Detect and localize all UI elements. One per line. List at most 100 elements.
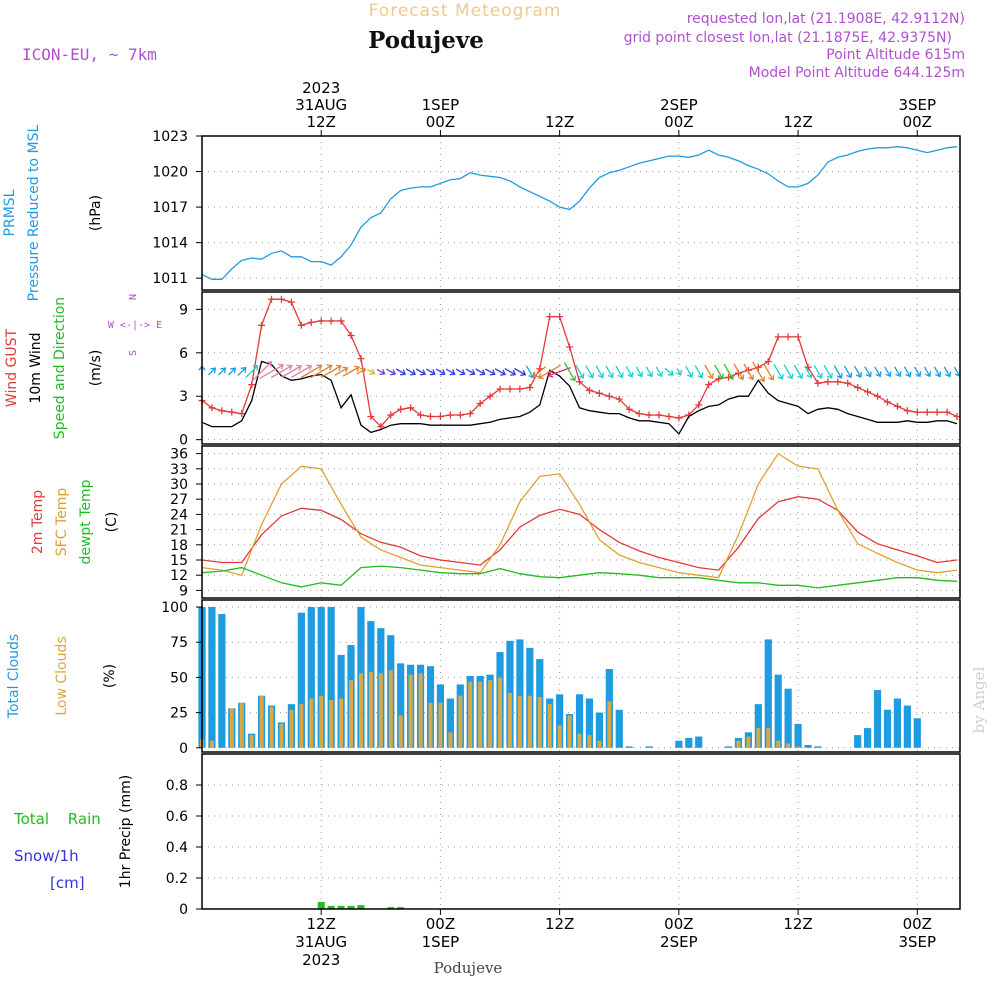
bar-total-clouds [864, 728, 872, 748]
header-location: Podujeve [368, 27, 484, 54]
bar-low-clouds [378, 673, 383, 748]
bar-low-clouds [329, 699, 334, 748]
y-tick-label: 0 [179, 433, 188, 449]
bar-total-clouds [794, 723, 802, 748]
time-label-bottom: 2SEP [660, 933, 698, 951]
gust-marker [268, 295, 276, 303]
gust-marker [675, 414, 683, 422]
wind-arrow [547, 366, 571, 378]
compass-we: W <-|-> E [108, 320, 162, 331]
wind-arrow [874, 366, 882, 378]
wind-arrow [525, 365, 535, 379]
bar-low-clouds [368, 671, 373, 748]
bar-rain [337, 905, 345, 909]
bar-total-clouds [208, 607, 216, 748]
bar-total-clouds [615, 709, 623, 748]
bar-total-clouds [307, 607, 315, 748]
gust-marker [556, 313, 564, 321]
bar-total-clouds [685, 737, 693, 748]
wind-arrow [903, 366, 912, 378]
gust-marker [456, 411, 464, 419]
wind-arrow [575, 364, 585, 379]
gust-marker [496, 385, 504, 393]
wind-arrow [625, 366, 634, 378]
bar-low-clouds [269, 706, 274, 748]
legend-snow: Snow/1h [14, 847, 79, 865]
wind-arrow [504, 368, 517, 376]
time-label-top: 2SEP [660, 96, 698, 114]
gust-marker [665, 412, 673, 420]
gust-marker [774, 333, 782, 341]
y-tick-label: 0.6 [166, 809, 188, 825]
gust-marker [695, 401, 703, 409]
wind-arrow [894, 366, 902, 378]
y-axis-title: Total Clouds [6, 634, 22, 719]
wind-arrow [605, 365, 614, 379]
gust-marker [516, 385, 524, 393]
y-axis-title: (C) [104, 512, 120, 533]
wind-arrow [854, 365, 863, 378]
series-line-sfc-temp [201, 452, 958, 579]
bar-low-clouds [557, 725, 562, 748]
bar-total-clouds [724, 746, 733, 748]
y-tick-label: 15 [170, 553, 188, 569]
bar-low-clouds [428, 702, 433, 748]
wind-arrow [465, 368, 476, 376]
bar-rain [317, 902, 325, 909]
header-gridpoint: grid point closest lon,lat (21.1875E, 42… [624, 30, 952, 46]
bar-low-clouds [448, 732, 453, 748]
wind-arrow [595, 365, 605, 379]
bar-low-clouds [279, 723, 284, 748]
gust-marker [844, 379, 852, 387]
bar-low-clouds [488, 680, 493, 748]
wind-arrow [310, 364, 333, 379]
bar-low-clouds [309, 698, 314, 748]
header-model-alt: Model Point Altitude 644.125m [749, 65, 965, 81]
wind-arrow [291, 364, 313, 378]
wind-arrow [208, 367, 217, 376]
y-tick-label: 30 [170, 477, 188, 493]
y-axis-title: (m/s) [88, 350, 104, 387]
bar-total-clouds [754, 704, 762, 748]
bar-total-clouds [585, 698, 594, 748]
gust-marker [436, 412, 444, 420]
y-tick-label: 36 [170, 447, 188, 463]
wind-arrow [813, 365, 823, 379]
bar-rain [357, 905, 365, 909]
wind-arrow [933, 366, 942, 378]
bar-total-clouds [446, 698, 454, 748]
bar-low-clouds [577, 733, 582, 748]
bar-low-clouds [249, 735, 254, 748]
bar-total-clouds [893, 698, 902, 748]
wind-arrow [704, 364, 714, 380]
wind-arrow [537, 364, 561, 380]
wind-arrow [884, 366, 892, 378]
wind-arrow [675, 367, 683, 376]
gust-marker [258, 321, 266, 329]
wind-arrow [237, 366, 247, 377]
y-tick-label: 1017 [152, 200, 188, 216]
bar-total-clouds [516, 639, 524, 748]
y-axis-title: SFC Temp [54, 488, 70, 557]
time-label-bottom: 12Z [545, 915, 574, 933]
time-label-top: 12Z [783, 113, 812, 131]
y-tick-label: 18 [170, 538, 188, 554]
time-label-bottom: 31AUG [295, 933, 347, 951]
bar-low-clouds [299, 704, 304, 748]
bar-low-clouds [567, 715, 572, 748]
bar-low-clouds [319, 695, 324, 748]
gust-marker [526, 384, 534, 392]
bar-low-clouds [289, 709, 294, 748]
bar-rain [347, 905, 355, 909]
bar-low-clouds [498, 677, 503, 748]
time-label-bottom: 00Z [426, 915, 455, 933]
bar-total-clouds [903, 705, 911, 748]
bar-low-clouds [766, 728, 771, 748]
header-point-alt: Point Altitude 615m [826, 47, 965, 63]
series-line-dewpt-temp [201, 565, 958, 589]
header-model: ICON-EU, ~ 7km [22, 45, 157, 64]
series-line-2m-temp [201, 496, 958, 571]
bar-total-clouds [774, 674, 782, 748]
bar-low-clouds [736, 740, 741, 748]
gust-marker [476, 399, 484, 407]
